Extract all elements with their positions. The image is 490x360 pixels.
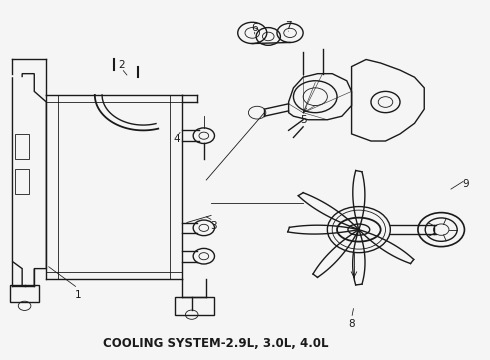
Text: 2: 2 — [118, 60, 125, 70]
Text: 3: 3 — [210, 221, 217, 231]
Text: 1: 1 — [74, 290, 81, 300]
Text: 8: 8 — [348, 319, 355, 329]
Bar — [10, 284, 39, 302]
Text: 6: 6 — [251, 23, 258, 33]
Bar — [15, 134, 29, 159]
Bar — [15, 169, 29, 194]
Bar — [58, 102, 170, 272]
Text: 7: 7 — [285, 21, 292, 31]
Bar — [175, 297, 214, 315]
Text: 5: 5 — [300, 115, 306, 125]
Text: COOLING SYSTEM-2.9L, 3.0L, 4.0L: COOLING SYSTEM-2.9L, 3.0L, 4.0L — [103, 337, 329, 350]
Text: 9: 9 — [462, 179, 469, 189]
Text: 4: 4 — [174, 134, 180, 144]
